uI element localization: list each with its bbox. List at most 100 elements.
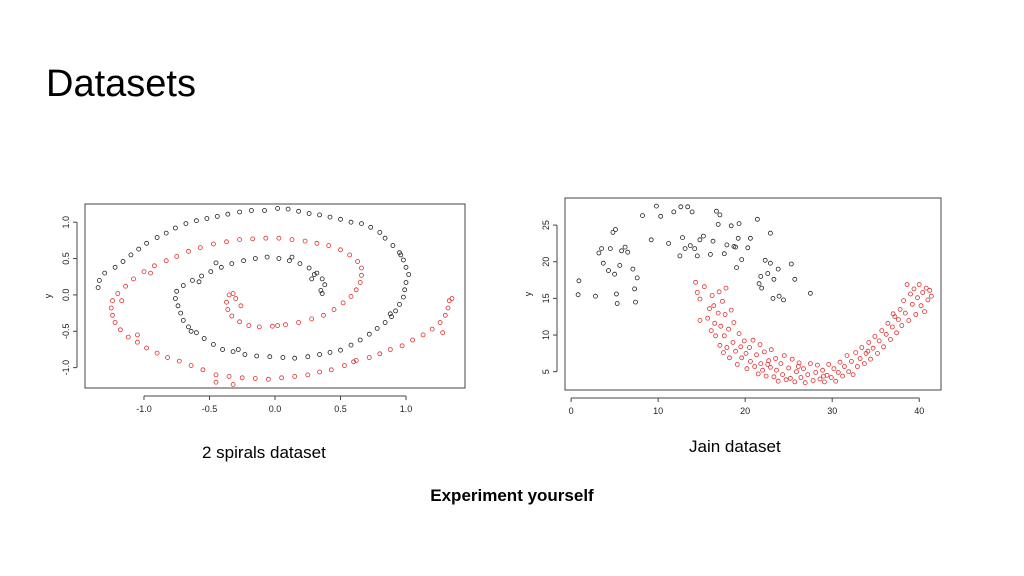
data-point xyxy=(728,223,734,229)
data-point xyxy=(758,361,764,367)
data-point xyxy=(95,285,101,290)
data-point xyxy=(437,320,443,325)
data-point xyxy=(768,347,774,353)
data-point xyxy=(789,356,795,362)
data-point xyxy=(750,337,756,343)
data-point xyxy=(327,349,333,355)
data-point xyxy=(767,260,773,266)
x-tick-label: 30 xyxy=(827,406,837,416)
data-point xyxy=(685,204,691,210)
data-point xyxy=(305,354,311,360)
data-point xyxy=(889,324,895,330)
x-tick-label: -1.0 xyxy=(136,404,152,414)
data-point xyxy=(755,371,761,377)
data-point xyxy=(400,294,406,300)
data-point xyxy=(382,235,388,241)
data-point xyxy=(868,356,873,362)
axes: 0 10 20 30 40 5 10 15 20 25 y xyxy=(523,197,942,416)
data-point xyxy=(314,270,320,276)
x-tick-label: 40 xyxy=(914,406,924,416)
data-point xyxy=(778,361,784,367)
data-point xyxy=(721,251,727,257)
data-point xyxy=(174,288,180,294)
data-point xyxy=(224,239,229,245)
data-point xyxy=(613,227,618,232)
data-point xyxy=(351,359,357,365)
data-point xyxy=(235,347,241,352)
data-point xyxy=(193,330,199,336)
data-point xyxy=(172,225,178,231)
data-point xyxy=(144,345,149,351)
data-point xyxy=(850,372,856,378)
data-point xyxy=(747,235,753,241)
data-point xyxy=(340,300,346,306)
data-point xyxy=(770,296,776,301)
data-point xyxy=(319,291,325,296)
data-point xyxy=(775,378,781,384)
y-tick-label: -0.5 xyxy=(61,324,71,340)
data-point xyxy=(189,278,195,283)
data-point xyxy=(736,331,742,337)
data-point xyxy=(730,339,736,345)
data-point xyxy=(131,276,136,282)
data-point xyxy=(110,312,115,318)
data-point xyxy=(242,352,248,357)
data-point xyxy=(110,298,115,304)
data-point xyxy=(125,334,131,340)
data-point xyxy=(163,230,169,236)
data-point xyxy=(338,347,343,353)
plot-frame xyxy=(84,203,466,389)
data-point xyxy=(238,303,244,309)
data-point xyxy=(210,241,216,247)
y-tick-label: 0.5 xyxy=(61,252,71,265)
data-point xyxy=(292,373,298,379)
data-point xyxy=(289,237,295,242)
y-tick-label: 5 xyxy=(541,369,551,374)
data-point xyxy=(745,245,751,251)
data-point xyxy=(617,263,623,268)
data-point xyxy=(276,256,282,261)
data-point xyxy=(707,306,712,312)
data-point xyxy=(357,280,363,285)
data-point xyxy=(859,345,865,350)
data-point xyxy=(807,290,813,296)
data-point xyxy=(731,320,737,326)
data-point xyxy=(760,367,766,373)
y-axis-label: y xyxy=(523,291,533,296)
data-point xyxy=(183,221,189,227)
y-tick-label: 1.0 xyxy=(61,216,71,229)
data-point xyxy=(178,310,184,316)
data-point xyxy=(923,285,929,291)
data-point xyxy=(214,213,220,219)
data-point xyxy=(233,296,239,301)
y-tick-label: 0.0 xyxy=(61,289,71,302)
data-point xyxy=(420,332,426,338)
data-point xyxy=(289,254,295,260)
data-point xyxy=(928,293,934,299)
data-point xyxy=(225,307,231,312)
data-point xyxy=(226,292,232,298)
data-point xyxy=(761,349,767,355)
data-point xyxy=(118,327,123,333)
data-point xyxy=(724,345,730,350)
data-point xyxy=(154,350,160,356)
data-point xyxy=(128,252,134,258)
x-tick-label: 10 xyxy=(653,406,663,416)
data-point xyxy=(780,372,786,378)
x-tick-label: 20 xyxy=(740,406,750,416)
data-point xyxy=(263,235,269,241)
y-tick-label: 15 xyxy=(541,293,551,303)
data-point xyxy=(387,347,393,352)
spirals-scatter-plot: -1.0 -0.5 0.0 0.5 1.0 -1.0 -0.5 0.0 0.5 1.0 y xyxy=(28,196,478,426)
data-point xyxy=(908,291,913,297)
data-point xyxy=(188,328,194,334)
data-point xyxy=(848,358,854,364)
data-point xyxy=(913,312,919,317)
data-point xyxy=(792,379,798,385)
data-point xyxy=(747,345,752,350)
data-point xyxy=(237,209,243,215)
data-point xyxy=(366,331,372,337)
data-point xyxy=(915,295,920,301)
data-point xyxy=(398,252,404,258)
data-point xyxy=(752,364,758,369)
